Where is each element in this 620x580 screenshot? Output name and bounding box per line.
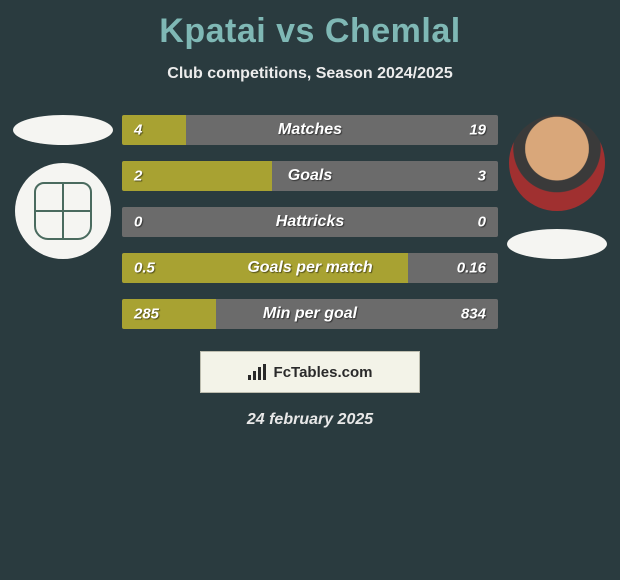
bar-value-left: 2 [134,168,142,185]
bar-value-right: 834 [461,306,486,323]
bar-value-right: 0 [478,214,486,231]
bar-value-right: 19 [469,122,486,139]
stat-bar: Hattricks 0 0 [122,207,498,237]
stat-bar: Matches 4 19 [122,115,498,145]
bar-value-left: 4 [134,122,142,139]
bar-value-left: 285 [134,306,159,323]
player-left-avatar-placeholder [13,115,113,145]
stat-bars: Matches 4 19 Goals 2 3 Hattricks 0 0 Goals per ma… [118,115,502,329]
stat-bar: Goals 2 3 [122,161,498,191]
stat-bar: Min per goal 285 834 [122,299,498,329]
bar-label: Min per goal [263,305,357,323]
face-icon [509,115,605,211]
bar-segment-left [122,161,272,191]
player-left-club-crest [15,163,111,259]
bar-chart-icon [248,364,268,380]
bar-value-right: 0.16 [457,260,486,277]
player-right-avatar [509,115,605,211]
date-label: 24 february 2025 [0,411,620,429]
stat-bar: Goals per match 0.5 0.16 [122,253,498,283]
bar-label: Goals per match [247,259,372,277]
bar-value-left: 0.5 [134,260,155,277]
bar-label: Hattricks [276,213,344,231]
player-right-col [502,115,612,259]
bar-label: Matches [278,121,342,139]
logo-label: FcTables.com [274,364,373,381]
page-title: Kpatai vs Chemlal [0,0,620,51]
source-logo: FcTables.com [200,351,420,393]
crest-icon [34,182,92,240]
bar-label: Goals [288,167,332,185]
subtitle: Club competitions, Season 2024/2025 [0,65,620,83]
player-left-col [8,115,118,259]
bar-segment-left [122,115,186,145]
comparison-section: Matches 4 19 Goals 2 3 Hattricks 0 0 Goals per ma… [0,115,620,329]
player-right-club-placeholder [507,229,607,259]
bar-value-left: 0 [134,214,142,231]
bar-value-right: 3 [478,168,486,185]
